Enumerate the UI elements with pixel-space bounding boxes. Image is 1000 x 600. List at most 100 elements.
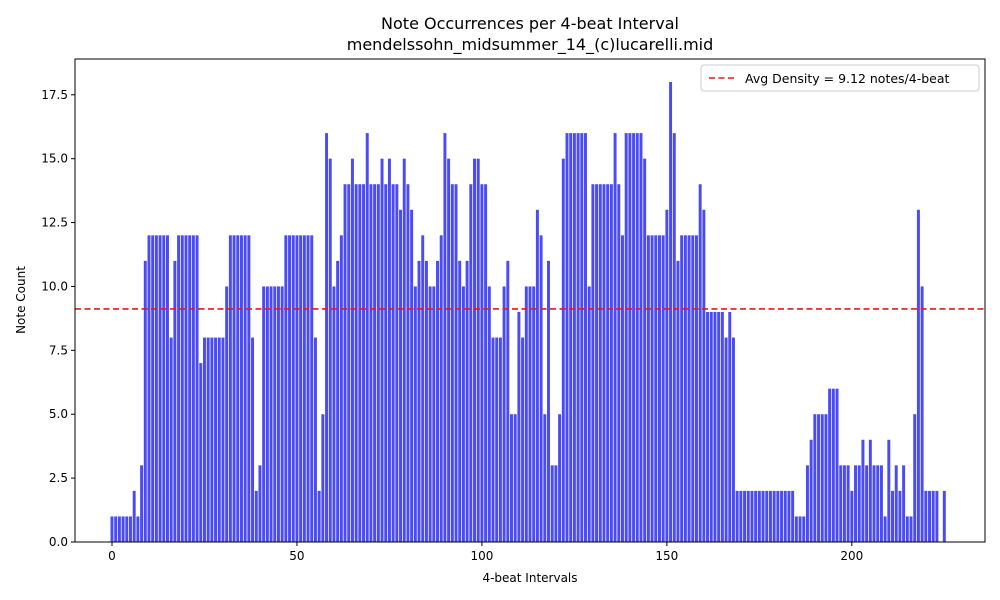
y-tick-label: 17.5 [41, 88, 68, 102]
bar [872, 465, 876, 542]
bar [680, 235, 684, 542]
bar [236, 235, 240, 542]
bar [299, 235, 303, 542]
bar [288, 235, 292, 542]
bar [443, 133, 447, 543]
bar [902, 465, 906, 542]
bar [228, 235, 232, 542]
bar [794, 516, 798, 542]
y-tick-label: 2.5 [49, 471, 68, 485]
bar [835, 388, 839, 542]
bar [125, 516, 129, 542]
x-tick-label: 0 [108, 549, 116, 563]
y-tick-label: 15.0 [41, 152, 68, 166]
bar [539, 235, 543, 542]
legend: Avg Density = 9.12 notes/4-beat [700, 64, 980, 92]
bar [247, 235, 251, 542]
bar [913, 414, 917, 542]
bar [757, 490, 761, 542]
bar [188, 235, 192, 542]
bar [528, 286, 532, 542]
bar [143, 260, 147, 542]
bar [868, 439, 872, 542]
bar [395, 184, 399, 542]
bar [347, 184, 351, 542]
bar [624, 133, 628, 543]
y-tick-label: 5.0 [49, 407, 68, 421]
bar [202, 337, 206, 542]
bar [162, 235, 166, 542]
bar [147, 235, 151, 542]
bar [506, 260, 510, 542]
bar [561, 158, 565, 543]
bar [669, 82, 673, 542]
bar [746, 490, 750, 542]
bar [776, 490, 780, 542]
bar [384, 184, 388, 542]
bar [595, 184, 599, 542]
y-tick-label: 7.5 [49, 343, 68, 357]
bar [621, 235, 624, 542]
bar [243, 235, 247, 542]
x-axis-ticks: 0 50 100 150 200 [108, 542, 863, 563]
bar [417, 260, 421, 542]
bar [547, 260, 550, 542]
y-tick-label: 0.0 [49, 535, 68, 549]
bar [846, 465, 850, 542]
bar [380, 158, 384, 543]
bar [709, 312, 713, 542]
bar [591, 184, 595, 542]
x-tick-label: 100 [470, 549, 493, 563]
bar [787, 490, 791, 542]
bar [291, 235, 295, 542]
bar [554, 465, 558, 542]
bar [177, 235, 181, 542]
bar [628, 133, 632, 543]
bar [676, 260, 680, 542]
bar [458, 260, 462, 542]
bar [842, 465, 846, 542]
bar [199, 363, 203, 542]
bar [920, 286, 924, 542]
bar [484, 184, 488, 542]
bar [480, 184, 484, 542]
bar [535, 209, 539, 542]
bar [221, 337, 225, 542]
bar [768, 490, 772, 542]
bar [336, 260, 340, 542]
bar [802, 516, 806, 542]
bar [332, 286, 336, 542]
bar [706, 312, 710, 542]
bar [491, 337, 495, 542]
bar [513, 414, 517, 542]
bar [154, 235, 158, 542]
bar [609, 184, 613, 542]
bar [136, 516, 140, 542]
bar [532, 286, 536, 542]
x-tick-label: 200 [840, 549, 863, 563]
bar [295, 235, 299, 542]
bar [210, 337, 214, 542]
bar [905, 516, 909, 542]
bar [265, 286, 269, 542]
bar [510, 414, 513, 542]
bar [273, 286, 277, 542]
bar [798, 516, 802, 542]
bar [879, 465, 883, 542]
bar [783, 490, 787, 542]
bar [813, 414, 817, 542]
bar [650, 235, 654, 542]
bar [232, 235, 236, 542]
bar [765, 490, 769, 542]
chart-title: Note Occurrences per 4-beat Interval [381, 14, 679, 33]
bar [413, 286, 417, 542]
bar [657, 235, 661, 542]
bar [465, 260, 469, 542]
bar [376, 184, 380, 542]
bar [654, 235, 658, 542]
bar [587, 286, 591, 542]
bar [428, 286, 432, 542]
bar [524, 286, 528, 542]
bar [302, 235, 306, 542]
